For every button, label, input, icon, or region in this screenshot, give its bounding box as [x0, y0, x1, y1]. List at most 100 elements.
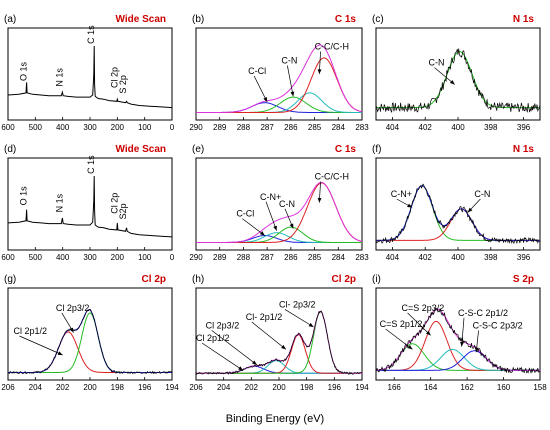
annotation-arrow	[201, 342, 244, 371]
panel-title: N 1s	[513, 14, 535, 25]
x-tick-label: 398	[484, 253, 498, 262]
panel-5: 290 289 288 287 286 285 284 283(e) C 1sC-ClC-N+C…	[189, 144, 369, 262]
annotation-arrowhead	[289, 223, 294, 229]
x-tick-label: 287	[260, 123, 274, 132]
annotation-arrowhead	[407, 203, 413, 208]
panel-letter: (e)	[192, 144, 204, 155]
peak-annotation: C-N	[474, 189, 490, 199]
panel-4: 600 500 400 300 200 100 0 (d) Wide Scan O 1s N 1s C…	[1, 144, 174, 262]
annotation-arrowhead	[460, 341, 464, 347]
plot-area	[376, 183, 540, 245]
annotation-arrowhead	[467, 207, 473, 213]
x-tick-label: 194	[165, 383, 179, 392]
panel-title: N 1s	[513, 144, 535, 155]
series-line	[196, 310, 362, 375]
peak-annotation: C-C/C-H	[315, 172, 350, 182]
annotation-arrow	[211, 330, 258, 366]
x-tick-label: 287	[260, 253, 274, 262]
x-tick-label: 0	[170, 123, 175, 132]
x-tick-label: 400	[451, 253, 465, 262]
annotation-arrow	[253, 75, 268, 103]
annotation-arrowhead	[259, 231, 265, 236]
panel-6: 404 402 400 398 396 (f) N 1s C-N+ C-N	[372, 144, 541, 262]
plot-area	[376, 307, 540, 374]
plot-frame	[375, 157, 541, 251]
annotation-arrowhead	[317, 69, 322, 74]
panel-8: 206 204 202 200 198 196 194 (h) Cl 2p Cl- 2p3/2 Cl…	[189, 274, 369, 392]
x-tick-label: 286	[284, 123, 298, 132]
x-tick-label: 396	[517, 253, 531, 262]
panel-letter: (f)	[372, 144, 381, 155]
plot-frame	[195, 157, 363, 251]
annotation-arrow	[407, 312, 431, 336]
x-tick-label: 204	[29, 383, 43, 392]
peak-annotation: C-N	[281, 56, 297, 66]
x-tick-label: 196	[138, 383, 152, 392]
panels-layer: 600 500 400 300 200 100 0 (a) Wide Scan O 1s N 1s C…	[1, 14, 547, 392]
plot-area	[196, 310, 362, 375]
panel-letter: (c)	[372, 14, 384, 25]
peak-annotation: C-N	[428, 58, 444, 68]
x-tick-label: 196	[328, 383, 342, 392]
series-line	[8, 45, 172, 109]
panel-3: 404 402 400 398 396 (c) N 1s C-N	[372, 14, 541, 132]
annotation-arrow	[284, 309, 314, 328]
series-line	[8, 308, 172, 375]
x-tick-label: 200	[111, 123, 125, 132]
x-tick-label: 400	[56, 253, 70, 262]
x-tick-label: 290	[189, 253, 203, 262]
panel-letter: (b)	[192, 14, 204, 25]
plot-area	[8, 308, 172, 375]
x-tick-label: 400	[451, 123, 465, 132]
x-tick-label: 200	[111, 253, 125, 262]
x-tick-label: 500	[29, 123, 43, 132]
peak-annotation: C-S-C 2p3/2	[473, 320, 523, 330]
x-tick-label: 206	[189, 383, 203, 392]
x-tick-label: 396	[517, 123, 531, 132]
x-tick-label: 198	[111, 383, 125, 392]
series-line	[376, 307, 540, 374]
series-line	[8, 312, 172, 373]
x-tick-label: 204	[217, 383, 231, 392]
series-line	[196, 96, 362, 113]
x-axis-title: Binding Energy (eV)	[226, 413, 324, 425]
x-tick-label: 600	[1, 253, 15, 262]
x-tick-label: 100	[138, 123, 152, 132]
peak-annotation: C 1s	[86, 155, 96, 174]
panel-2: 290 289 288 287 286 285 284 283 (b) C 1s C-Cl C-N C-…	[189, 14, 369, 132]
annotation-arrowhead	[238, 366, 244, 371]
x-tick-label: 402	[419, 253, 433, 262]
annotation-arrowhead	[449, 80, 455, 85]
peak-annotation: C-Cl	[248, 66, 266, 76]
x-tick-label: 290	[189, 123, 203, 132]
peak-annotation: C=S 2p1/2	[380, 319, 423, 329]
peak-annotation: N 1s	[55, 193, 65, 212]
x-tick-label: 158	[533, 383, 547, 392]
annotation-arrow	[461, 317, 465, 347]
annotation-arrowhead	[474, 347, 479, 353]
peak-annotation: N 1s	[55, 68, 65, 87]
peak-annotation: C-N+	[391, 189, 412, 199]
x-tick-label: 300	[83, 253, 97, 262]
annotation-arrowhead	[252, 360, 257, 365]
x-tick-label: 200	[83, 383, 97, 392]
peak-annotation: Cl 2p1/2	[13, 326, 47, 336]
panel-letter: (h)	[192, 274, 204, 285]
series-line	[196, 360, 362, 374]
x-tick-label: 289	[213, 123, 227, 132]
x-tick-label: 194	[355, 383, 369, 392]
x-tick-label: 288	[237, 253, 251, 262]
x-tick-label: 206	[1, 383, 15, 392]
peak-annotation: Cl 2p	[109, 193, 119, 214]
series-line	[376, 48, 540, 114]
plot-area	[8, 175, 172, 238]
x-tick-label: 398	[484, 123, 498, 132]
x-tick-label: 289	[213, 253, 227, 262]
annotation-arrowhead	[317, 197, 322, 203]
annotation-arrowhead	[290, 91, 295, 97]
series-line	[196, 226, 362, 243]
x-tick-label: 160	[497, 383, 511, 392]
annotation-arrow	[287, 65, 294, 97]
peak-annotation: Cl 2p3/2	[56, 303, 90, 313]
panel-title: Wide Scan	[116, 14, 166, 25]
